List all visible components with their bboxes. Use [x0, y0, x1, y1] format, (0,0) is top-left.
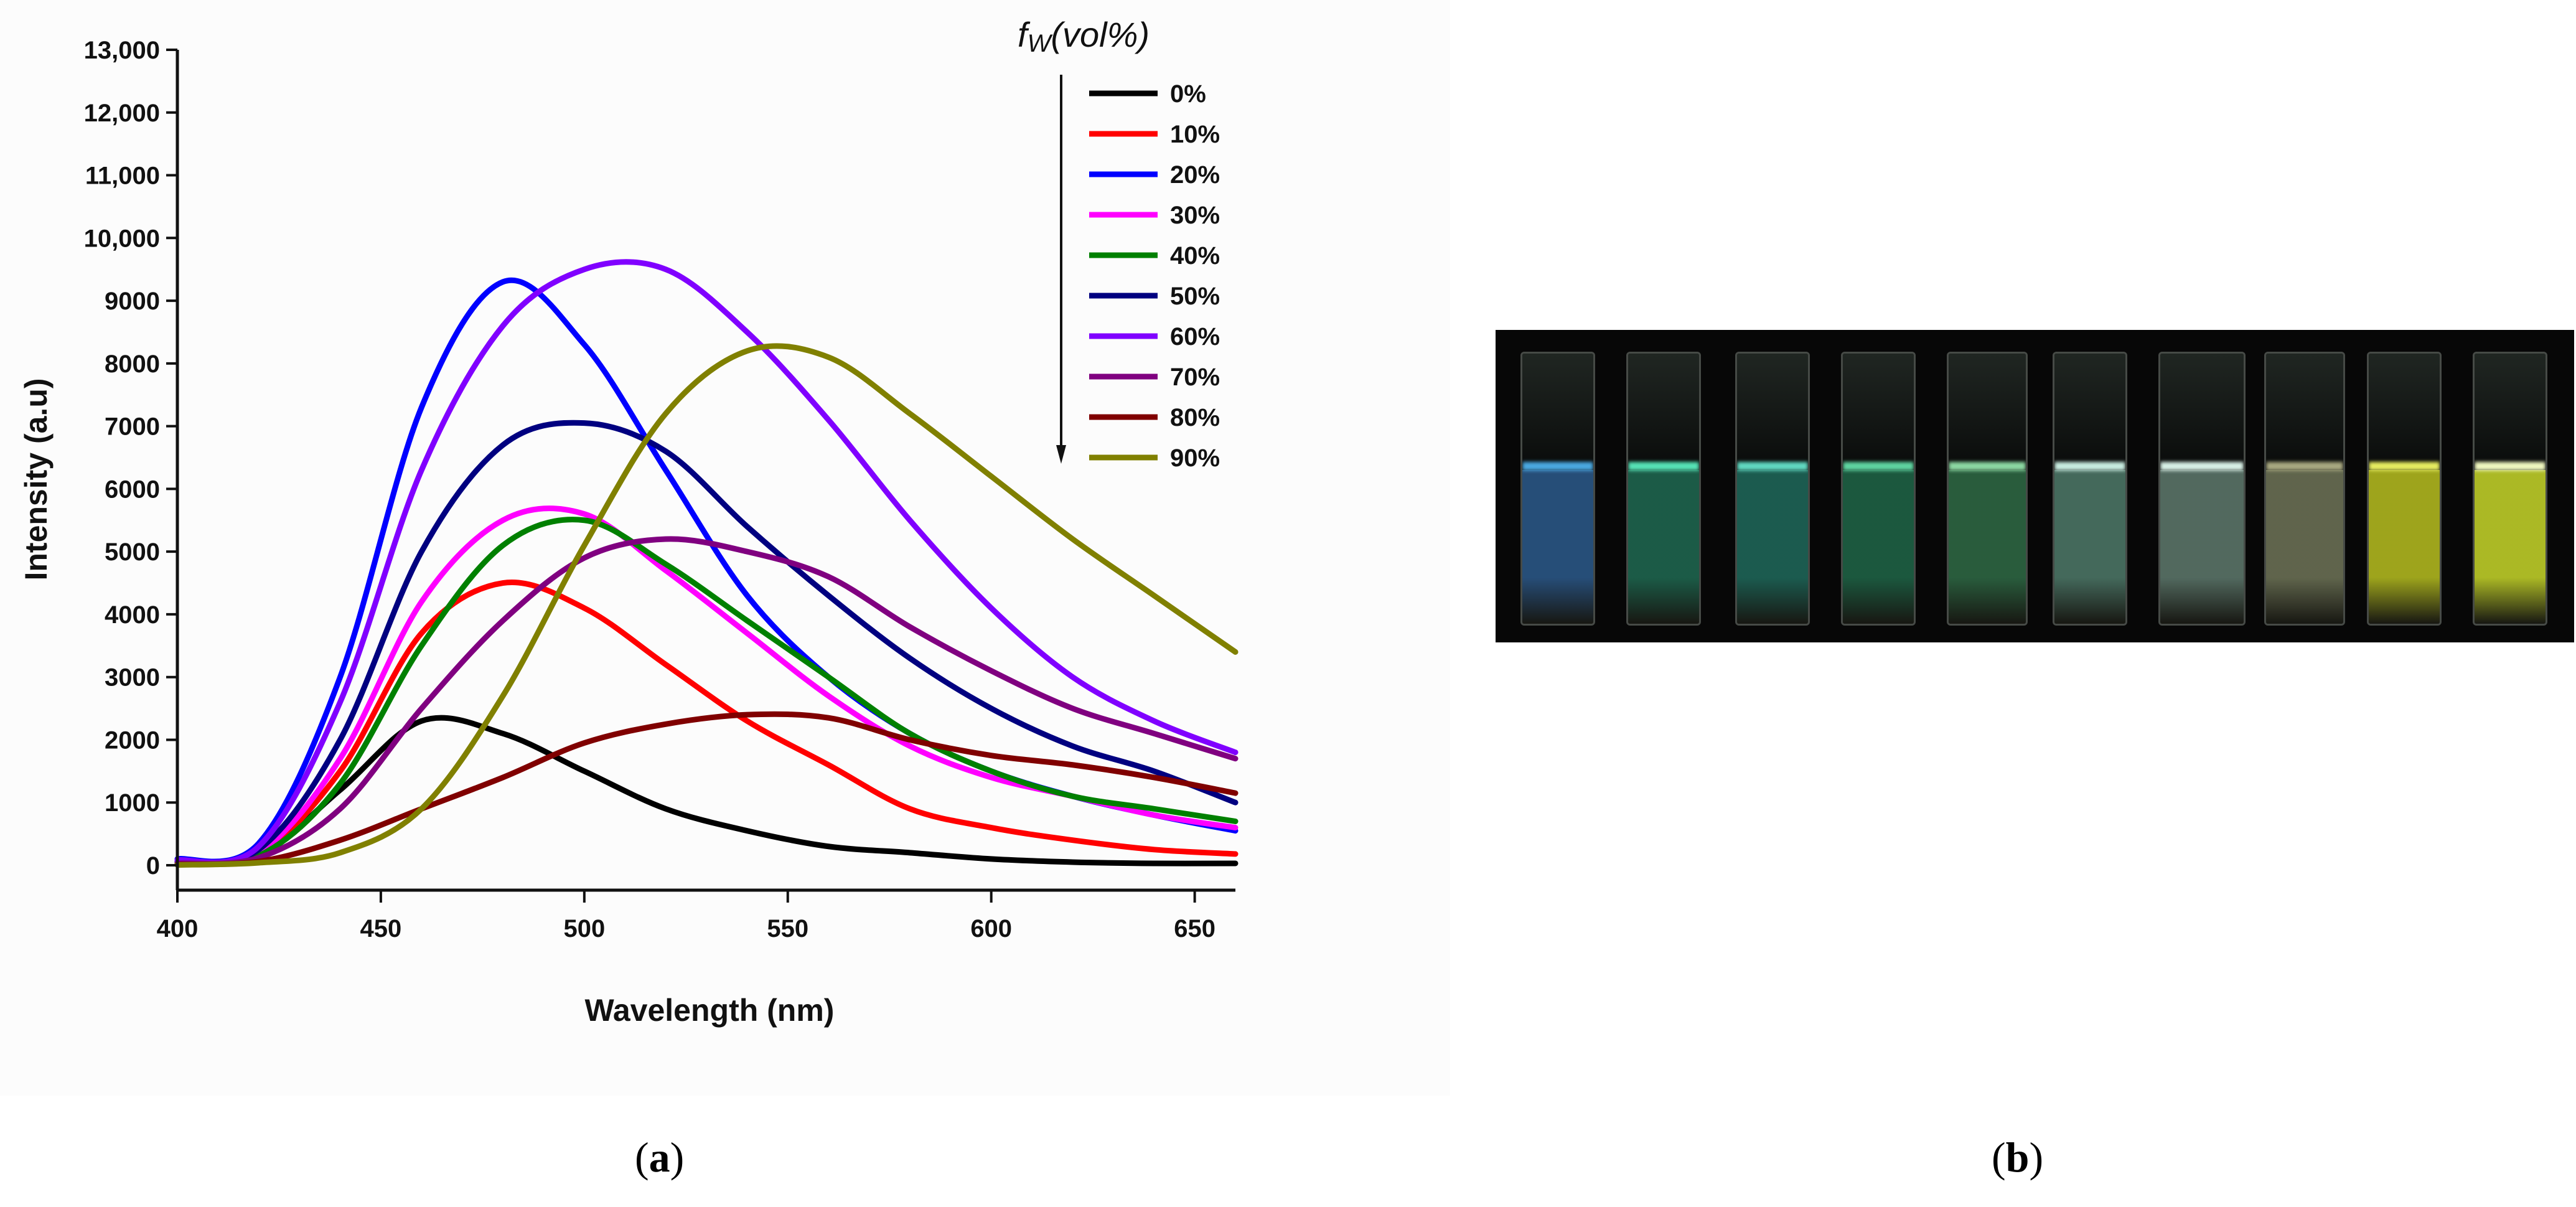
- axes-layer: 0 1000 2000 3000 4000 5000 6000 7000 8000 9000 10,…: [84, 37, 1235, 942]
- cuvette-cap: [1737, 354, 1808, 462]
- cuvette-liquid: [2266, 469, 2343, 624]
- y-tick-label: 1000: [105, 789, 160, 817]
- cuvette-liquid: [2475, 469, 2546, 624]
- cuvette-5: [1947, 352, 2028, 626]
- legend-label: 60%: [1170, 323, 1220, 350]
- cuvette-1: [1520, 352, 1595, 626]
- series-line-90pct: [174, 343, 1239, 868]
- legend-label: 90%: [1170, 444, 1220, 472]
- cuvette-meniscus-glow: [1628, 461, 1699, 471]
- cuvette-meniscus-glow: [2160, 461, 2244, 471]
- y-tick-label: 2000: [105, 726, 160, 754]
- series-line-50pct: [174, 420, 1239, 865]
- legend: fW(vol%) 0% 10% 20% 30% 40% 50% 60% 70% 80% 90%: [1018, 15, 1220, 472]
- cuvette-meniscus-glow: [2475, 461, 2546, 471]
- y-tick-label: 6000: [105, 476, 160, 503]
- x-axis-title: Wavelength (nm): [585, 993, 835, 1028]
- cuvette-cap: [2054, 354, 2125, 462]
- series-line-70pct: [174, 536, 1239, 867]
- cuvette-meniscus-glow: [1737, 461, 1808, 471]
- cuvette-liquid: [1949, 469, 2026, 624]
- cuvette-liquid: [1843, 469, 1914, 624]
- cuvette-meniscus-glow: [2266, 461, 2343, 471]
- cuvette-7: [2158, 352, 2246, 626]
- x-tick-label: 550: [767, 915, 808, 942]
- legend-label: 0%: [1170, 80, 1206, 108]
- cuvette-9: [2367, 352, 2442, 626]
- series-line-80pct: [174, 711, 1239, 868]
- emission-spectra-chart: 0 1000 2000 3000 4000 5000 6000 7000 8000 9000 10,…: [19, 15, 1239, 1028]
- cuvette-cap: [2266, 354, 2343, 462]
- series-line-0pct: [174, 715, 1239, 867]
- cuvette-cap: [1843, 354, 1914, 462]
- y-tick-label: 13,000: [84, 37, 160, 64]
- y-tick-label: 10,000: [84, 225, 160, 252]
- legend-title: fW(vol%): [1018, 15, 1150, 57]
- cuvette-2: [1626, 352, 1701, 626]
- legend-label: 70%: [1170, 364, 1220, 391]
- cuvette-4: [1841, 352, 1916, 626]
- series-line-10pct: [174, 580, 1239, 867]
- cuvette-liquid: [2054, 469, 2125, 624]
- cuvette-3: [1735, 352, 1810, 626]
- x-tick-label: 400: [157, 915, 199, 942]
- legend-label: 40%: [1170, 242, 1220, 270]
- legend-label: 20%: [1170, 161, 1220, 189]
- x-tick-label: 450: [360, 915, 402, 942]
- cuvette-liquid: [2160, 469, 2244, 624]
- cuvette-6: [2053, 352, 2127, 626]
- y-tick-label: 11,000: [85, 162, 160, 190]
- x-tick-label: 650: [1174, 915, 1215, 942]
- cuvette-cap: [2369, 354, 2440, 462]
- caption-a: (a): [635, 1134, 685, 1181]
- legend-label: 80%: [1170, 404, 1220, 431]
- plot-layer: [174, 259, 1239, 868]
- y-tick-label: 8000: [105, 350, 160, 378]
- x-tick-label: 500: [563, 915, 605, 942]
- y-tick-label: 0: [146, 852, 160, 880]
- cuvette-cap: [1949, 354, 2026, 462]
- cuvette-cap: [2160, 354, 2244, 462]
- figure-a-panel: 0 1000 2000 3000 4000 5000 6000 7000 8000 9000 10,…: [19, 15, 1239, 1028]
- cuvette-meniscus-glow: [1522, 461, 1593, 471]
- series-line-60pct: [174, 259, 1239, 865]
- cuvette-cap: [1628, 354, 1699, 462]
- cuvette-meniscus-glow: [1843, 461, 1914, 471]
- y-tick-label: 7000: [105, 413, 160, 441]
- y-tick-label: 5000: [105, 538, 160, 566]
- cuvette-meniscus-glow: [1949, 461, 2026, 471]
- cuvette-meniscus-glow: [2369, 461, 2440, 471]
- legend-arrow-head: [1056, 445, 1066, 464]
- y-tick-label: 4000: [105, 601, 160, 629]
- y-tick-label: 3000: [105, 664, 160, 692]
- cuvette-liquid: [2369, 469, 2440, 624]
- y-tick-label: 9000: [105, 288, 160, 315]
- y-tick-label: 12,000: [84, 100, 160, 127]
- cuvette-liquid: [1737, 469, 1808, 624]
- legend-label: 10%: [1170, 121, 1220, 148]
- cuvette-meniscus-glow: [2054, 461, 2125, 471]
- legend-label: 30%: [1170, 202, 1220, 229]
- x-tick-label: 600: [970, 915, 1012, 942]
- series-line-40pct: [174, 517, 1239, 867]
- legend-label: 50%: [1170, 283, 1220, 310]
- cuvette-cap: [2475, 354, 2546, 462]
- cuvette-liquid: [1522, 469, 1593, 624]
- cuvette-cap: [1522, 354, 1593, 462]
- cuvette-photo: [1496, 330, 2574, 642]
- cuvette-liquid: [1628, 469, 1699, 624]
- cuvette-10: [2473, 352, 2547, 626]
- y-axis-title: Intensity (a.u): [19, 378, 54, 580]
- cuvette-8: [2264, 352, 2345, 626]
- caption-b: (b): [1992, 1134, 2044, 1181]
